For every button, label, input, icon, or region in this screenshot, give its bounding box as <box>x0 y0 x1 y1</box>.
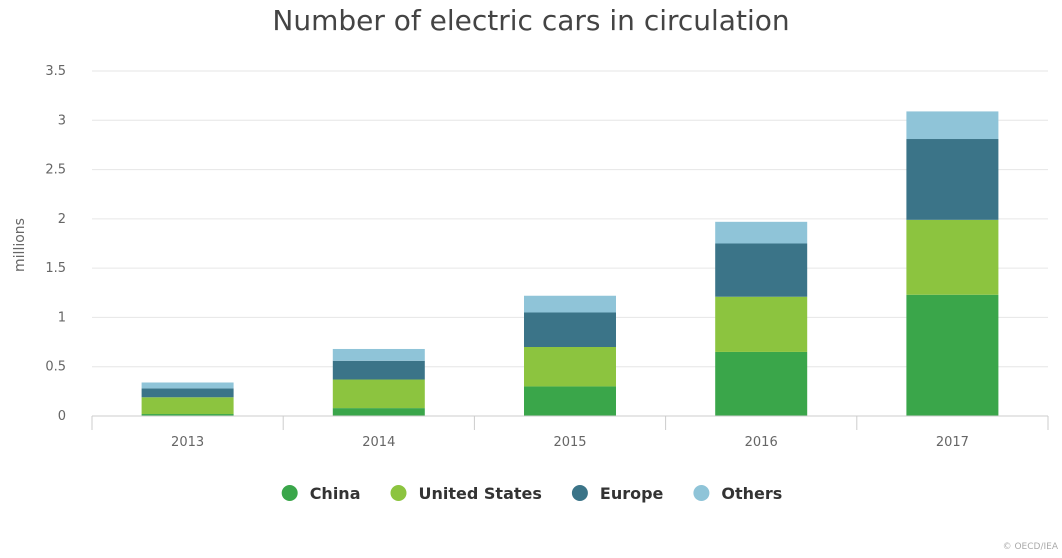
y-tick-label: 0.5 <box>45 360 66 375</box>
y-axis-title: millions <box>12 218 28 272</box>
bar-europe-2017 <box>906 139 999 220</box>
legend-label-others: Others <box>721 484 782 503</box>
x-tick-label: 2015 <box>553 435 586 450</box>
x-tick-label: 2014 <box>362 435 395 450</box>
bar-china-2014 <box>332 408 425 416</box>
y-tick-label: 3 <box>58 113 66 128</box>
y-tick-label: 1 <box>58 310 66 325</box>
legend-marker-china <box>281 485 298 501</box>
legend-label-united-states: United States <box>419 484 542 503</box>
bar-china-2017 <box>906 294 999 416</box>
y-axis-ticks: 0 0.5 1 1.5 2 2.5 3 3.5 <box>45 64 66 424</box>
x-tick-label: 2016 <box>745 435 778 450</box>
bar-united-states-2014 <box>332 379 425 409</box>
bar-others-2016 <box>715 221 808 244</box>
y-tick-label: 3.5 <box>45 64 66 79</box>
bar-others-2017 <box>906 111 999 140</box>
legend-label-china: China <box>310 484 361 503</box>
bar-united-states-2013 <box>141 397 234 415</box>
legend-marker-europe <box>571 485 588 501</box>
bar-others-2014 <box>332 348 425 361</box>
bar-europe-2014 <box>332 360 425 380</box>
chart-title: Number of electric cars in circulation <box>272 4 790 37</box>
bar-europe-2013 <box>141 388 234 398</box>
legend: China United States Europe Others <box>281 484 782 503</box>
legend-marker-united-states <box>390 485 407 501</box>
bar-united-states-2017 <box>906 219 999 295</box>
y-tick-label: 2.5 <box>45 163 66 178</box>
y-tick-label: 0 <box>58 409 66 424</box>
bar-china-2015 <box>524 386 616 416</box>
x-tick-label: 2017 <box>936 435 969 450</box>
bar-china-2013 <box>141 414 234 416</box>
bar-others-2015 <box>524 295 616 313</box>
x-axis: 2013 2014 2015 2016 2017 <box>91 415 1049 450</box>
bar-europe-2015 <box>524 312 616 347</box>
bar-united-states-2015 <box>524 347 616 387</box>
legend-marker-others <box>693 485 710 501</box>
y-tick-label: 1.5 <box>45 261 66 276</box>
bar-china-2016 <box>715 351 808 416</box>
bars <box>141 111 999 416</box>
bar-europe-2016 <box>715 243 808 297</box>
source-credit: © OECD/IEA <box>1002 542 1058 552</box>
y-tick-label: 2 <box>58 212 66 227</box>
legend-label-europe: Europe <box>600 484 664 503</box>
bar-united-states-2016 <box>715 296 808 352</box>
x-tick-label: 2013 <box>171 435 204 450</box>
bar-others-2013 <box>141 382 234 389</box>
